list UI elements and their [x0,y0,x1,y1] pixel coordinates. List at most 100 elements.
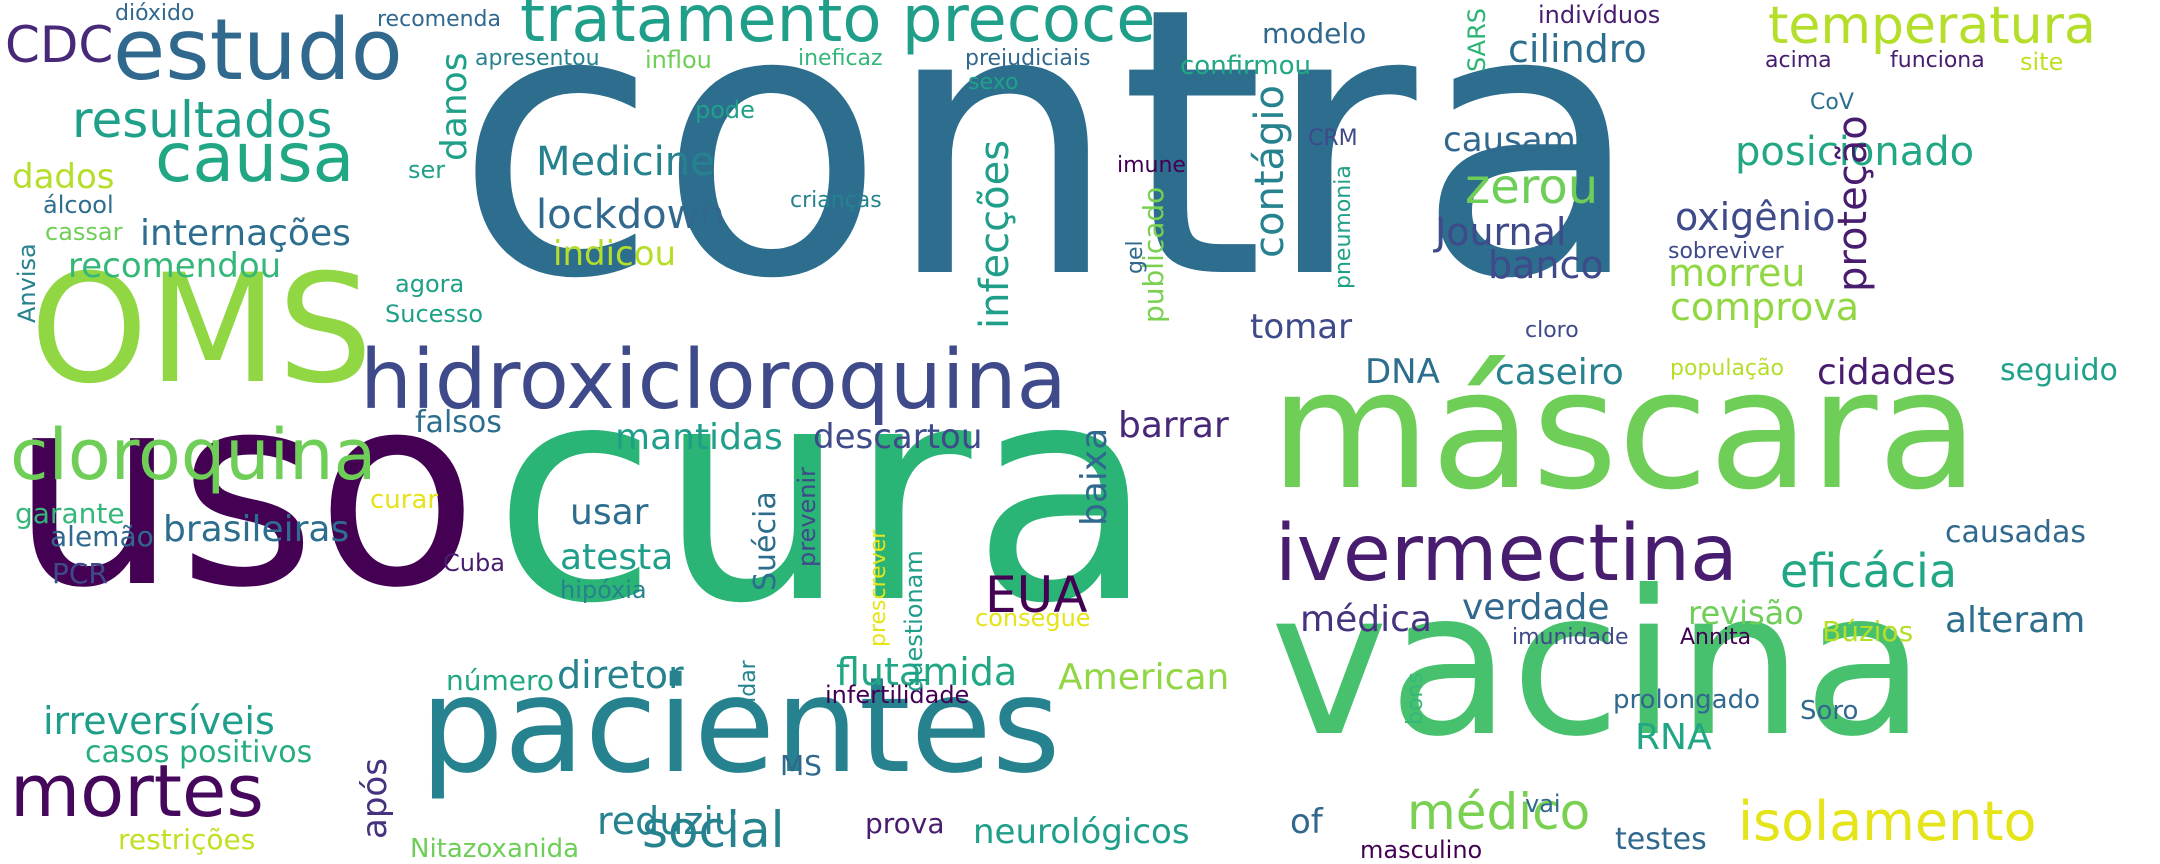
word-26: oxigênio [1675,195,1836,239]
word-122: prevenir [793,466,821,567]
word-20: médico [1407,783,1591,841]
word-70: falsos [415,405,502,440]
word-107: acima [1765,48,1832,73]
word-64: Búzios [1822,615,1914,648]
word-57: reduziu [597,799,738,843]
word-36: dados [12,157,115,197]
word-69: número [446,664,555,697]
word-13: cloroquina [10,414,377,496]
word-28: comprova [1670,285,1860,329]
word-53: verdade [1462,587,1610,628]
word-120: baixa [1074,427,1115,526]
word-102: prejudiciais [965,46,1091,71]
word-90: crianças [790,188,882,213]
word-80: MS [780,749,822,782]
word-109: site [2020,48,2064,76]
word-121: Suécia [748,491,783,591]
word-74: PCR [52,557,108,590]
word-39: flutamida [836,650,1018,694]
word-3: uso [10,338,479,646]
word-14: causa [155,119,355,198]
word-51: cidades [1817,352,1956,393]
word-106: indivíduos [1538,1,1661,29]
word-117: pneumonia [1331,165,1356,289]
word-6: OMS [30,243,373,417]
word-7: pacientes [420,649,1061,803]
word-84: Annita [1680,625,1752,650]
word-48: tomar [1250,307,1353,347]
word-110: CoV [1810,90,1854,115]
word-83: imunidade [1512,625,1629,650]
word-34: recomendou [68,246,282,286]
word-94: agora [395,270,465,298]
word-55: alteram [1945,600,2086,641]
word-50: caseiro [1495,352,1624,393]
word-82: vai [1525,790,1561,818]
word-111: SARS [1463,7,1491,72]
word-37: brasileiras [163,509,350,550]
word-16: resultados [72,91,333,149]
word-85: sobreviver [1668,239,1784,264]
word-98: recomenda [377,7,502,32]
word-103: sexo [968,70,1019,95]
word-60: testes [1615,822,1707,857]
word-75: Cuba [443,549,505,577]
word-92: álcool [43,191,114,219]
word-24: CDC [5,16,114,74]
word-126: após [355,758,395,839]
word-87: população [1670,356,1784,381]
word-77: consegue [975,604,1091,632]
word-54: médica [1300,599,1432,640]
word-23: zerou [1465,159,1599,215]
word-79: prova [865,807,945,840]
word-112: danos [434,52,475,161]
word-19: social [642,801,785,859]
word-18: eficácia [1780,544,1958,598]
word-101: ineficaz [798,46,883,71]
word-113: contágio [1247,85,1293,258]
word-35: indicou [553,234,677,274]
word-15: temperatura [1768,0,2096,56]
word-72: alemão [50,520,154,553]
word-63: Soro [1800,696,1859,726]
word-33: internações [140,213,351,254]
word-95: Sucesso [385,300,484,328]
word-1: contra [455,0,1644,360]
word-125: lidar [736,660,761,709]
word-9: ivermectina [1275,509,1738,599]
word-119: Anvisa [13,243,41,323]
word-38: irreversíveis [43,699,275,743]
word-5: vacina [1270,548,1926,781]
word-11: tratamento precoce [520,0,1156,57]
word-123: prescrever [866,529,891,647]
word-56: revisão [1688,594,1804,632]
word-58: neurológicos [973,812,1190,852]
word-66: casos positivos [85,735,313,770]
word-76: hipóxia [560,576,647,604]
word-42: EUA [985,566,1088,624]
word-97: dióxido [115,1,195,26]
word-68: Nitazoxanida [410,834,580,864]
word-105: confirmou [1180,51,1312,81]
word-78: infertilidade [825,681,970,709]
word-8: hidroxicloroquina [360,333,1067,428]
word-104: modelo [1262,17,1367,50]
word-100: inflou [645,46,712,74]
word-86: cloro [1525,318,1579,343]
word-44: usar [570,492,649,533]
word-29: Journal [1435,210,1567,254]
word-59: of [1290,802,1323,842]
word-118: proteção [1830,115,1876,292]
word-46: descartou [813,417,983,457]
word-45: mantidas [615,417,783,458]
word-22: lockdown [536,192,725,238]
word-127: bons [1403,672,1428,725]
word-61: RNA [1635,717,1712,758]
word-25: posicionado [1735,129,1975,175]
word-88: CRM [1308,126,1358,151]
word-40: diretor [557,653,684,697]
word-2: cura [493,320,1156,669]
word-81: masculino [1360,836,1483,864]
word-30: banco [1488,243,1604,287]
